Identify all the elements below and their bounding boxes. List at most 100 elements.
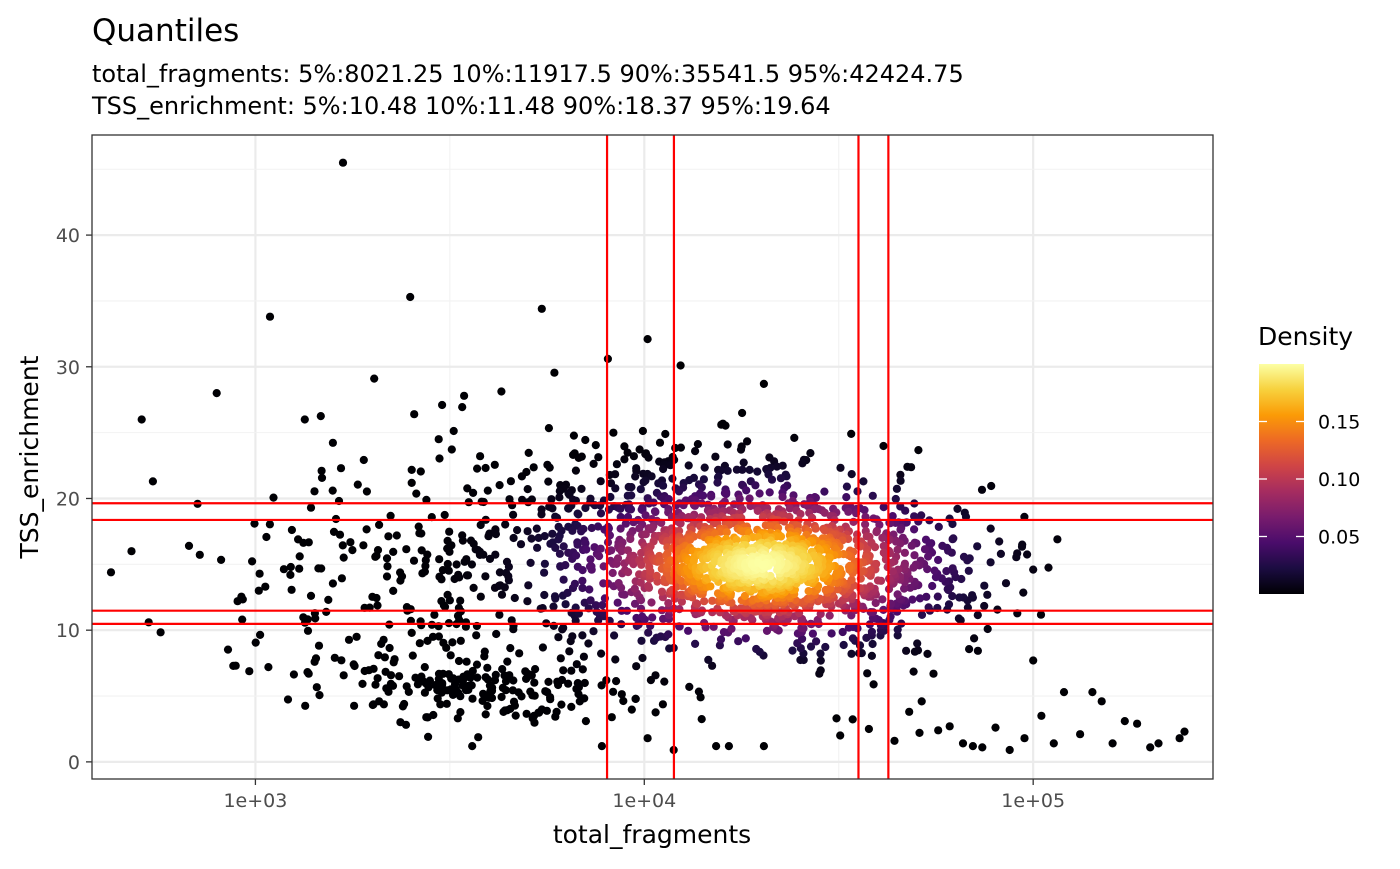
data-point bbox=[727, 624, 736, 633]
data-point bbox=[469, 488, 478, 497]
data-point bbox=[594, 453, 603, 462]
data-point bbox=[438, 400, 447, 410]
data-point bbox=[473, 673, 482, 682]
data-point bbox=[906, 583, 915, 592]
data-point bbox=[568, 632, 577, 641]
data-point bbox=[685, 535, 695, 545]
data-point bbox=[745, 465, 754, 474]
data-point bbox=[563, 588, 572, 598]
data-point bbox=[425, 676, 434, 685]
data-point bbox=[417, 529, 426, 538]
data-point bbox=[942, 567, 951, 576]
data-point bbox=[596, 544, 605, 553]
data-point bbox=[626, 505, 636, 514]
data-point bbox=[437, 575, 446, 584]
data-point bbox=[821, 642, 830, 652]
data-point bbox=[156, 628, 165, 637]
data-point bbox=[723, 466, 732, 475]
data-point bbox=[844, 623, 854, 632]
data-point bbox=[508, 510, 518, 519]
data-point bbox=[1020, 734, 1029, 743]
data-point bbox=[647, 525, 656, 534]
data-point bbox=[472, 631, 481, 640]
data-point bbox=[497, 387, 506, 396]
data-point bbox=[544, 477, 553, 486]
data-point bbox=[383, 562, 392, 571]
data-point bbox=[462, 657, 471, 666]
x-tick-label: 1e+05 bbox=[1001, 790, 1065, 812]
data-point bbox=[891, 494, 900, 504]
data-point bbox=[643, 734, 652, 743]
data-point bbox=[532, 524, 541, 533]
data-point bbox=[574, 453, 583, 462]
data-point bbox=[144, 618, 153, 627]
data-point bbox=[559, 666, 568, 675]
data-point bbox=[407, 465, 416, 474]
data-point bbox=[511, 711, 520, 720]
data-point bbox=[481, 572, 490, 581]
data-point bbox=[806, 642, 816, 651]
data-point bbox=[958, 739, 968, 748]
data-point bbox=[335, 530, 345, 539]
data-point bbox=[505, 671, 514, 680]
data-point bbox=[406, 292, 415, 302]
data-point bbox=[638, 426, 648, 436]
data-point bbox=[647, 472, 656, 481]
data-point bbox=[732, 535, 741, 544]
data-point bbox=[624, 568, 633, 577]
data-point bbox=[901, 506, 910, 515]
data-point bbox=[902, 646, 911, 655]
data-point bbox=[359, 455, 368, 465]
data-point bbox=[509, 697, 519, 706]
data-point bbox=[655, 438, 665, 447]
data-point bbox=[317, 473, 327, 482]
data-point bbox=[437, 597, 446, 606]
data-point bbox=[586, 555, 595, 564]
data-point bbox=[581, 503, 590, 513]
data-point bbox=[868, 639, 877, 649]
data-point bbox=[1044, 563, 1053, 572]
data-point bbox=[868, 491, 877, 500]
data-point bbox=[824, 553, 833, 562]
data-point bbox=[390, 655, 399, 664]
data-point bbox=[812, 637, 821, 646]
data-point bbox=[978, 743, 987, 752]
data-point bbox=[638, 612, 647, 621]
data-point bbox=[860, 506, 869, 515]
data-point bbox=[379, 635, 388, 644]
data-point bbox=[753, 467, 762, 476]
data-point bbox=[983, 590, 992, 599]
data-point bbox=[796, 509, 805, 519]
data-point bbox=[863, 669, 872, 678]
data-point bbox=[414, 522, 423, 531]
data-point bbox=[526, 558, 535, 568]
data-point bbox=[554, 535, 563, 544]
data-point bbox=[613, 554, 623, 563]
data-point bbox=[869, 514, 878, 523]
data-point bbox=[311, 654, 321, 663]
data-point bbox=[513, 526, 522, 535]
data-point bbox=[660, 677, 669, 686]
data-point bbox=[691, 639, 700, 649]
data-point bbox=[479, 497, 488, 507]
data-point bbox=[948, 535, 957, 544]
data-point bbox=[212, 389, 221, 398]
data-point bbox=[945, 722, 954, 731]
data-point bbox=[1175, 734, 1184, 743]
data-point bbox=[621, 519, 630, 528]
data-point bbox=[905, 707, 914, 716]
data-point bbox=[564, 679, 573, 688]
data-point bbox=[346, 538, 355, 547]
data-point bbox=[573, 679, 582, 688]
data-point bbox=[973, 542, 982, 551]
data-point bbox=[435, 454, 444, 463]
data-point bbox=[607, 713, 616, 722]
data-point bbox=[723, 440, 732, 449]
data-point bbox=[317, 466, 326, 475]
data-point bbox=[674, 487, 684, 496]
data-point bbox=[1017, 542, 1027, 551]
data-point bbox=[970, 634, 979, 643]
data-point bbox=[435, 555, 444, 564]
data-point bbox=[796, 655, 805, 665]
data-point bbox=[666, 461, 675, 470]
